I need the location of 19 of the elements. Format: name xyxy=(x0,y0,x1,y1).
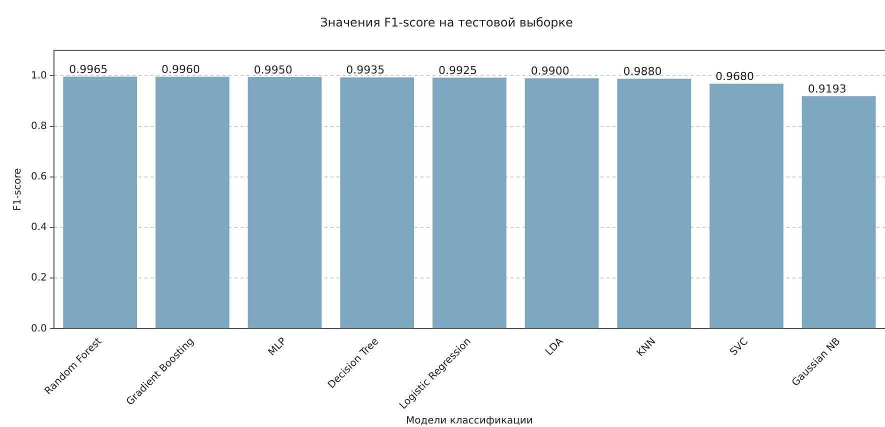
y-axis-title: F1-score xyxy=(12,168,24,211)
data-label: 0.9680 xyxy=(716,70,754,84)
chart-title: Значения F1-score на тестовой выборке xyxy=(320,15,573,30)
y-tick-label: 0.0 xyxy=(30,323,47,334)
y-tick-label: 0.8 xyxy=(30,120,47,132)
data-label: 0.9925 xyxy=(438,64,478,77)
data-label: 0.9880 xyxy=(623,65,662,78)
data-label: 0.9965 xyxy=(69,62,108,76)
y-tick-label: 0.6 xyxy=(30,171,47,182)
data-label: 0.9950 xyxy=(254,63,292,76)
y-tick-label: 0.4 xyxy=(30,222,47,234)
y-tick-label: 1.0 xyxy=(30,70,47,82)
data-label: 0.9960 xyxy=(161,63,200,76)
x-tick-label: LDA xyxy=(544,336,566,358)
data-label: 0.9900 xyxy=(530,64,570,78)
data-label: 0.9935 xyxy=(346,64,385,77)
y-tick-label: 0.2 xyxy=(30,272,47,284)
x-axis-title: Модели классификации xyxy=(406,416,533,427)
data-label: 0.9193 xyxy=(808,82,846,96)
